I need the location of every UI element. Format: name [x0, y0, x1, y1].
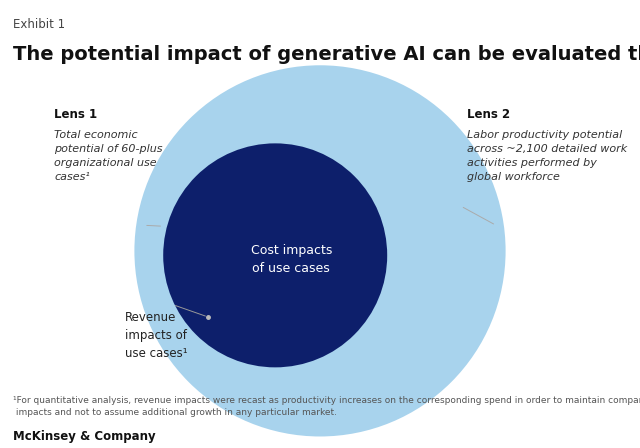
Text: Lens 2: Lens 2	[467, 108, 510, 121]
Text: Lens 1: Lens 1	[54, 108, 97, 121]
Text: Total economic
potential of 60-plus
organizational use
cases¹: Total economic potential of 60-plus orga…	[54, 130, 163, 182]
Ellipse shape	[134, 65, 506, 436]
Text: Cost impacts
of use cases: Cost impacts of use cases	[250, 244, 332, 276]
Text: McKinsey & Company: McKinsey & Company	[13, 430, 156, 443]
Text: ¹For quantitative analysis, revenue impacts were recast as productivity increase: ¹For quantitative analysis, revenue impa…	[13, 396, 640, 417]
Ellipse shape	[163, 143, 387, 367]
Text: The potential impact of generative AI can be evaluated through two lenses.: The potential impact of generative AI ca…	[13, 45, 640, 64]
Text: Labor productivity potential
across ~2,100 detailed work
activities performed by: Labor productivity potential across ~2,1…	[467, 130, 627, 182]
Text: Exhibit 1: Exhibit 1	[13, 18, 65, 31]
Text: Revenue
impacts of
use cases¹: Revenue impacts of use cases¹	[125, 311, 188, 360]
